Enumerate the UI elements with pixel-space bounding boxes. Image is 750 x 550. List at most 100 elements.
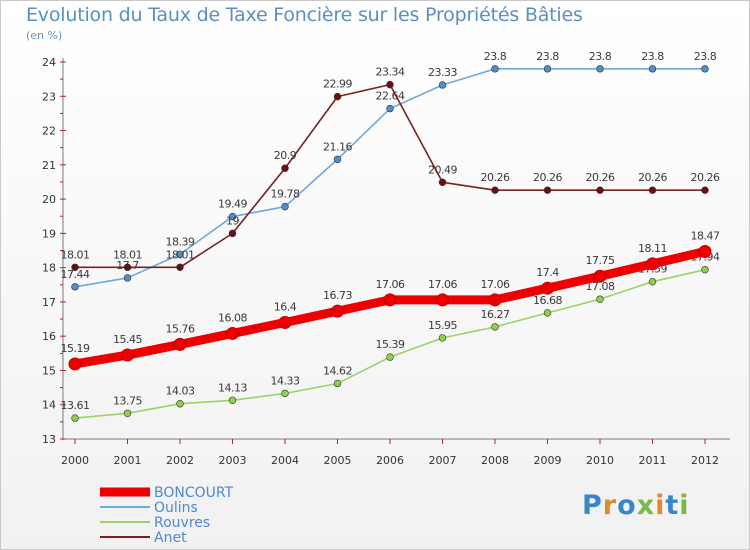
data-point-oulins-2011 [648, 65, 657, 73]
data-label-oulins-2007: 23.33 [428, 66, 457, 79]
data-label-oulins-2008: 23.8 [484, 50, 507, 63]
data-point-boncourt-2008 [488, 293, 502, 307]
data-label-rouvres-2000: 13.61 [61, 399, 90, 412]
data-label-boncourt-2009: 17.4 [536, 266, 559, 279]
data-point-boncourt-2005 [331, 304, 344, 318]
data-point-oulins-2000 [71, 283, 79, 291]
data-point-oulins-2012 [701, 65, 709, 73]
data-label-rouvres-2010: 17.08 [586, 280, 615, 293]
data-point-rouvres-2008 [491, 323, 499, 331]
data-point-rouvres-2005 [333, 379, 342, 388]
y-tick-label-16: 16 [42, 330, 56, 343]
x-tick-label-2008: 2008 [481, 454, 509, 467]
y-tick-label-17: 17 [42, 296, 56, 309]
data-point-rouvres-2012 [701, 265, 709, 274]
data-point-rouvres-2011 [648, 277, 657, 286]
data-point-oulins-2004 [281, 202, 289, 211]
data-point-rouvres-2009 [543, 309, 552, 317]
data-label-oulins-2009: 23.8 [536, 50, 559, 63]
data-point-boncourt-2001 [121, 348, 134, 362]
data-point-rouvres-2000 [71, 414, 79, 422]
data-point-anet-2007 [438, 178, 447, 186]
data-label-boncourt-2003: 16.08 [218, 311, 247, 324]
x-tick-label-2003: 2003 [219, 454, 247, 467]
data-label-boncourt-2011: 18.11 [638, 242, 667, 255]
y-tick-label-20: 20 [42, 193, 56, 206]
data-label-rouvres-2004: 14.33 [271, 374, 300, 387]
data-point-rouvres-2002 [176, 399, 184, 408]
data-label-boncourt-2012: 18.47 [691, 230, 720, 243]
y-tick-label-24: 24 [42, 56, 56, 69]
data-label-oulins-2002: 18.39 [166, 235, 195, 248]
data-point-boncourt-2007 [436, 293, 449, 307]
y-tick-label-21: 21 [42, 159, 56, 172]
data-point-boncourt-2006 [383, 293, 397, 307]
data-label-boncourt-2008: 17.06 [481, 278, 510, 291]
data-label-anet-2012: 20.26 [691, 171, 720, 184]
data-point-oulins-2006 [386, 104, 394, 113]
data-label-anet-2011: 20.26 [638, 171, 667, 184]
logo-letter: i [655, 490, 666, 521]
x-tick-label-2005: 2005 [324, 454, 352, 467]
data-label-anet-2007: 20.49 [428, 163, 457, 176]
x-tick-label-2010: 2010 [586, 454, 614, 467]
data-label-oulins-2012: 23.8 [694, 50, 717, 63]
data-point-anet-2004 [281, 164, 289, 172]
y-tick-label-18: 18 [42, 262, 56, 275]
data-point-boncourt-2004 [278, 315, 292, 329]
logo-letter: o [617, 490, 637, 521]
data-label-rouvres-2005: 14.62 [323, 364, 352, 377]
x-tick-label-2001: 2001 [114, 454, 142, 467]
data-label-anet-2004: 20.9 [274, 149, 297, 162]
data-label-anet-2008: 20.26 [481, 171, 510, 184]
data-label-boncourt-2005: 16.73 [323, 289, 352, 302]
data-label-anet-2003: 19 [226, 214, 239, 227]
data-point-anet-2001 [123, 263, 132, 271]
x-tick-label-2006: 2006 [376, 454, 404, 467]
data-label-anet-2000: 18.01 [61, 248, 90, 261]
data-point-oulins-2010 [596, 65, 604, 73]
data-point-anet-2008 [491, 186, 499, 194]
logo-letter: P [582, 490, 603, 521]
logo-letter: i [679, 490, 690, 521]
data-point-anet-2011 [648, 186, 657, 194]
y-tick-label-23: 23 [42, 90, 56, 103]
data-label-anet-2005: 22.99 [323, 78, 352, 91]
data-point-boncourt-2011 [646, 257, 659, 271]
chart-subtitle: (en %) [26, 29, 63, 42]
data-label-rouvres-2001: 13.75 [113, 394, 142, 407]
data-point-anet-2002 [176, 263, 184, 271]
data-label-boncourt-2004: 16.4 [274, 300, 297, 313]
data-point-rouvres-2006 [386, 353, 394, 361]
data-point-oulins-2002 [176, 250, 184, 258]
data-label-boncourt-2010: 17.75 [586, 254, 615, 267]
legend-label-oulins: Oulins [154, 500, 198, 516]
data-point-rouvres-2010 [596, 295, 604, 303]
y-tick-label-13: 13 [42, 433, 56, 446]
data-point-anet-2009 [543, 186, 552, 194]
data-point-anet-2005 [333, 92, 342, 101]
data-label-anet-2002: 18.01 [166, 248, 195, 261]
data-point-anet-2000 [71, 263, 79, 271]
data-label-boncourt-2002: 15.76 [166, 322, 195, 335]
x-tick-label-2000: 2000 [61, 454, 89, 467]
data-point-oulins-2007 [438, 81, 447, 89]
data-point-boncourt-2009 [541, 281, 554, 295]
data-label-anet-2001: 18.01 [113, 248, 142, 261]
x-tick-label-2011: 2011 [639, 454, 667, 467]
data-point-anet-2003 [228, 229, 237, 238]
legend-label-anet: Anet [154, 530, 187, 546]
logo-letter: t [665, 490, 680, 521]
data-point-oulins-2009 [543, 65, 552, 73]
x-tick-label-2004: 2004 [271, 454, 299, 467]
data-label-rouvres-2008: 16.27 [481, 308, 510, 321]
data-label-oulins-2000: 17.44 [61, 268, 90, 281]
data-label-oulins-2011: 23.8 [641, 50, 664, 63]
data-label-oulins-2005: 21.16 [323, 140, 352, 153]
data-label-rouvres-2002: 14.03 [166, 385, 195, 398]
data-label-boncourt-2001: 15.45 [113, 333, 142, 346]
logo-letter: x [636, 490, 656, 521]
data-label-oulins-2006: 22.64 [376, 90, 405, 103]
legend-label-rouvres: Rouvres [154, 515, 210, 531]
data-label-oulins-2010: 23.8 [589, 50, 612, 63]
